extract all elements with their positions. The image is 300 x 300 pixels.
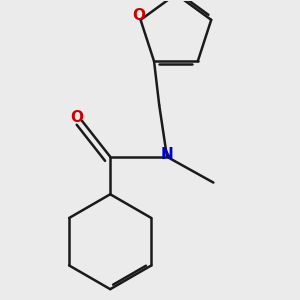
Text: O: O bbox=[70, 110, 83, 125]
Text: O: O bbox=[133, 8, 146, 23]
Text: N: N bbox=[160, 147, 173, 162]
